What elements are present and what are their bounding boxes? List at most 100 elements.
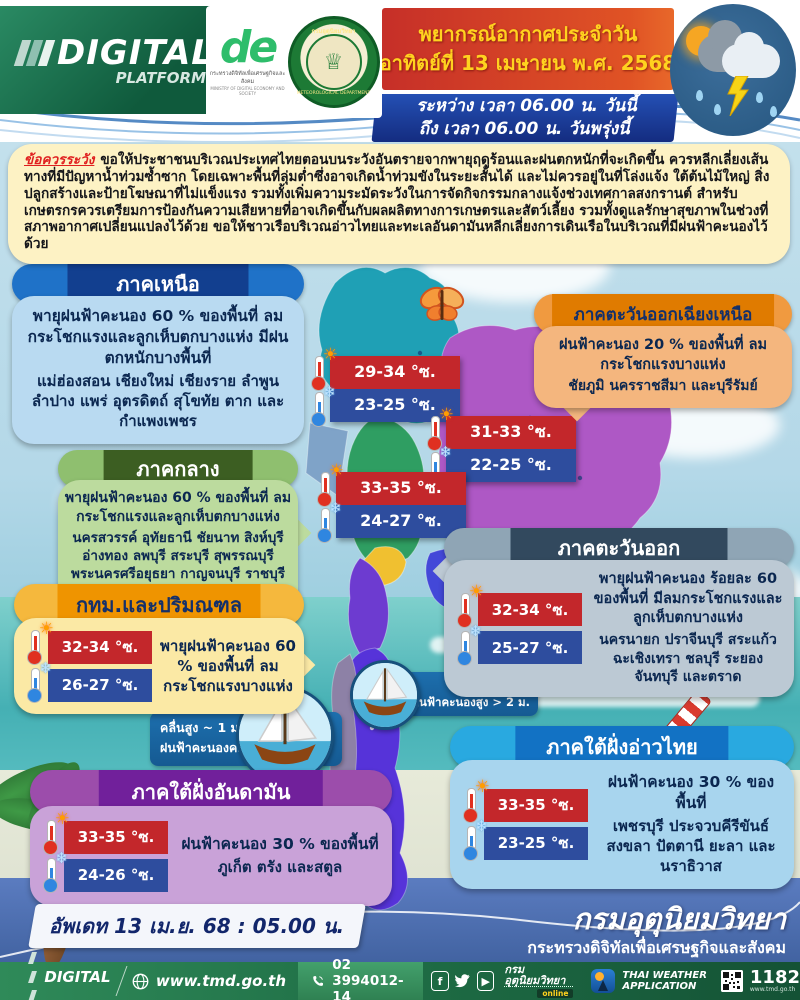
wave-height-text: คลื่นสูง ~ 1 ม. — [160, 720, 244, 735]
region-card-east: ภาคตะวันออก ☀ 32-34 °ซ. ❄ 25-27 °ซ. พายุฝน… — [432, 528, 794, 698]
cold-thermometer-icon: ❄ — [458, 819, 488, 862]
update-timestamp: อัพเดท 13 เม.ย. 68 : 05.00 น. — [28, 904, 366, 948]
cold-thermometer-icon: ❄ — [452, 623, 482, 667]
max-temp-value: 32-34 °ซ. — [48, 630, 152, 664]
phone-number: 02 3994012-14 — [332, 957, 404, 1000]
region-provinces: ภูเก็ต ตรัง และสตูล — [217, 858, 343, 877]
cloud-icon — [722, 32, 780, 78]
brand-name: DIGITAL — [57, 33, 214, 73]
region-title: ภาคเหนือ — [116, 272, 200, 296]
logo-bars-icon — [13, 40, 56, 66]
max-temp-value: 32-34 °ซ. — [478, 593, 582, 627]
min-temp-value: 24-27 °ซ. — [336, 505, 466, 538]
temperature-block: ☀ 33-35 °ซ. ❄ 23-25 °ซ. — [458, 779, 588, 862]
max-temp-value: 33-35 °ซ. — [484, 788, 588, 822]
min-temp-value: 26-27 °ซ. — [48, 668, 152, 702]
warning-label: ข้อควรระวัง — [24, 152, 95, 168]
lightning-icon — [727, 76, 749, 116]
region-card-gulf: ภาคใต้ฝั่งอ่าวไทย ☀ 33-35 °ซ. ❄ 23-25 °ซ. … — [450, 726, 794, 889]
weather-app-section: THAI WEATHER APPLICATION — [591, 969, 707, 993]
ministry-name-english: MINISTRY OF DIGITAL ECONOMY AND SOCIETY — [210, 85, 285, 96]
region-forecast: ฝนฟ้าคะนอง 30 % ของพื้นที่ — [181, 835, 379, 854]
map-temp-north: ☀ ❄ 29-34 °ซ. 23-25 °ซ. — [311, 347, 460, 427]
region-title: ภาคกลาง — [136, 457, 220, 481]
hotline-section: 1182 www.tmd.go.th — [720, 967, 800, 993]
min-temp-value: 24-26 °ซ. — [64, 858, 168, 892]
hot-thermometer-icon: ☀ — [22, 621, 54, 666]
region-forecast: พายุฝนฟ้าคะนอง 60 % ของพื้นที่ ลมกระโชกแ… — [27, 307, 289, 367]
butterfly-illustration — [419, 286, 465, 321]
ship-icon — [236, 686, 334, 784]
region-forecast: ฝนฟ้าคะนอง 30 % ของพื้นที่ — [607, 773, 775, 812]
region-card-andaman: ภาคใต้ฝั่งอันดามัน ☀ 33-35 °ซ. ❄ 24-26 °ซ.… — [30, 770, 392, 906]
region-forecast: พายุฝนฟ้าคะนอง 60 % ของพื้นที่ ลมกระโชกแ… — [160, 636, 296, 696]
cold-thermometer-icon: ❄ — [38, 851, 68, 894]
region-forecast: พายุฝนฟ้าคะนอง ร้อยละ 60 ของพื้นที่ มีลม… — [593, 571, 783, 627]
map-temp-northeast: ☀ ❄ 31-33 °ซ. 22-25 °ซ. — [427, 407, 576, 487]
forecast-period-banner: ระหว่าง เวลา 06.00 น. วันนี้ ถึง เวลา 06… — [371, 94, 679, 142]
region-card-northeast: ภาคตะวันออกเฉียงเหนือ ฝนฟ้าคะนอง 20 % ขอ… — [534, 294, 792, 422]
storm-wave-height-text: ฝนฟ้าคะนองสูง > 2 ม. — [412, 694, 530, 709]
region-title: กทม.และปริมณฑล — [76, 593, 242, 617]
raindrop-icon — [770, 106, 777, 117]
qr-code-icon — [720, 970, 743, 992]
map-temp-central: ☀ ❄ 33-35 °ซ. 24-27 °ซ. — [317, 463, 466, 543]
min-temp-value: 22-25 °ซ. — [446, 449, 576, 482]
agency-logos: de กระทรวงดิจิทัลเพื่อเศรษฐกิจและสังคม M… — [206, 6, 382, 118]
temperature-block: ☀ 32-34 °ซ. ❄ 26-27 °ซ. — [22, 621, 152, 704]
cold-thermometer-icon: ❄ — [312, 501, 342, 544]
forecast-title-banner: พยากรณ์อากาศประจำวัน อาทิตย์ที่ 13 เมษาย… — [379, 8, 677, 90]
warning-body-text: ขอให้ประชาชนบริเวณประเทศไทยตอนบนระวังอัน… — [24, 152, 770, 253]
region-provinces: แม่ฮ่องสอน เชียงใหม่ เชียงราย ลำพูน ลำปา… — [31, 371, 285, 431]
max-temp-value: 33-35 °ซ. — [336, 472, 466, 505]
region-provinces: ชัยภูมิ นครราชสีมา และบุรีรัมย์ — [568, 378, 758, 395]
brand-subtitle: PLATFORM — [115, 69, 206, 87]
forecast-title-line1: พยากรณ์อากาศประจำวัน — [418, 22, 638, 46]
min-temp-value: 23-25 °ซ. — [484, 826, 588, 860]
phone-section: 02 3994012-14 — [298, 957, 424, 1000]
region-card-bangkok: กทม.และปริมณฑล ☀ 32-34 °ซ. ❄ 26-27 °ซ. พาย… — [14, 584, 316, 714]
hotline-website: www.tmd.go.th — [749, 986, 796, 993]
period-line1: ระหว่าง เวลา 06.00 น. วันนี้ — [415, 96, 637, 117]
ship-icon — [350, 660, 420, 730]
de-monogram: de — [219, 22, 278, 74]
min-temp-value: 25-27 °ซ. — [478, 631, 582, 665]
region-card-north: ภาคเหนือ พายุฝนฟ้าคะนอง 60 % ของพื้นที่ … — [12, 264, 304, 444]
website-link: www.tmd.go.th — [132, 972, 286, 990]
hotline-number: 1182 — [749, 967, 800, 988]
social-account-label: กรมอุตุนิยมวิทยา online — [504, 964, 574, 999]
hot-thermometer-icon: ☀ — [458, 779, 490, 824]
seal-emblem-icon: ♕ — [305, 34, 362, 90]
hot-thermometer-icon: ☀ — [422, 407, 454, 452]
hot-thermometer-icon: ☀ — [38, 811, 70, 856]
globe-icon — [132, 973, 149, 989]
social-icons: f ▶ กรมอุตุนิยมวิทยา online — [431, 964, 574, 999]
hot-thermometer-icon: ☀ — [312, 463, 344, 508]
twitter-icon — [454, 974, 470, 988]
region-title: ภาคใต้ฝั่งอ่าวไทย — [546, 735, 698, 759]
cold-thermometer-icon: ❄ — [306, 385, 336, 428]
max-temp-value: 31-33 °ซ. — [446, 416, 576, 449]
hot-thermometer-icon: ☀ — [306, 347, 338, 392]
ministry-name: กระทรวงดิจิทัลเพื่อเศรษฐกิจและสังคม — [527, 938, 786, 957]
region-forecast: พายุฝนฟ้าคะนอง 60 % ของพื้นที่ ลมกระโชกแ… — [64, 490, 292, 525]
phone-icon — [313, 976, 324, 986]
footer-digital-platform-logo: DIGITAL PLATFORM — [0, 949, 111, 1000]
website-url: www.tmd.go.th — [155, 972, 287, 990]
digital-platform-logo: DIGITAL PLATFORM — [0, 6, 232, 114]
meteorological-department-seal: กรมอุตุนิยมวิทยา ♕ METEOROLOGICAL DEPART… — [287, 16, 380, 108]
region-title: ภาคใต้ฝั่งอันดามัน — [131, 780, 291, 804]
facebook-icon: f — [431, 971, 449, 991]
max-temp-value: 33-35 °ซ. — [64, 820, 168, 854]
youtube-icon: ▶ — [476, 971, 495, 991]
ministry-name-thai: กระทรวงดิจิทัลเพื่อเศรษฐกิจและสังคม — [209, 70, 286, 85]
raindrop-icon — [714, 104, 721, 115]
temperature-block: ☀ 32-34 °ซ. ❄ 25-27 °ซ. — [452, 583, 582, 667]
region-provinces: เพชรบุรี ประจวบคีรีขันธ์ สงขลา ปัตตานี ย… — [606, 816, 776, 876]
de-ministry-logo: de กระทรวงดิจิทัลเพื่อเศรษฐกิจและสังคม M… — [209, 22, 287, 96]
footer-bar: DIGITAL PLATFORM www.tmd.go.th 02 399401… — [0, 951, 800, 1000]
forecast-date: อาทิตย์ที่ 13 เมษายน พ.ศ. 2568 — [379, 51, 677, 75]
raindrop-icon — [756, 92, 763, 103]
temperature-block: ☀ 33-35 °ซ. ❄ 24-26 °ซ. — [38, 811, 168, 894]
